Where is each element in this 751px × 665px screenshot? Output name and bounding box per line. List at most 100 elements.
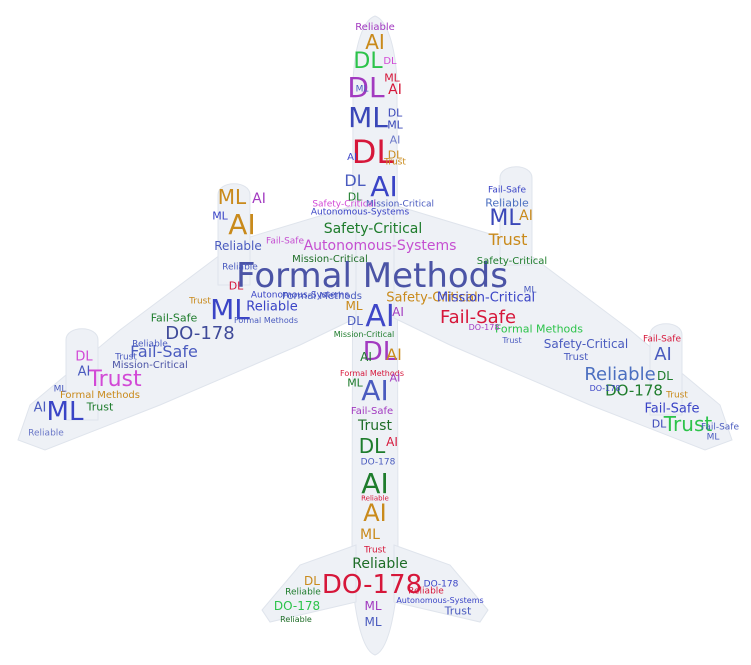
right-tailplane-shape [393, 544, 489, 623]
word-trust: Trust [189, 296, 211, 307]
word-ml: ML [212, 209, 228, 223]
word-ai: AI [389, 371, 401, 385]
word-dl: DL [228, 279, 244, 293]
word-ml: ML [348, 101, 388, 134]
word-reliable: Reliable [222, 262, 258, 273]
word-ml: ML [523, 285, 537, 296]
word-reliable: Reliable [246, 299, 298, 315]
word-trust: Trust [384, 157, 406, 168]
word-ai: AI [361, 374, 389, 407]
word-ai: AI [77, 364, 91, 380]
word-dl: DL [387, 148, 403, 162]
word-ai: AI [33, 400, 47, 416]
word-do-178: DO-178 [321, 570, 423, 600]
word-dl: DL [657, 369, 673, 383]
word-ai: AI [361, 467, 389, 500]
word-reliable: Reliable [285, 587, 321, 598]
word-ai: AI [360, 350, 372, 364]
left-tailplane-shape [261, 544, 357, 623]
word-formal-methods: Formal Methods [495, 322, 583, 336]
word-ml: ML [46, 397, 84, 427]
word-do-178: DO-178 [165, 323, 235, 344]
word-dl: DL [347, 314, 363, 328]
word-trust: Fail-Safe [642, 334, 682, 345]
word-ml: ML [384, 71, 400, 85]
word-fail-safe: Fail-Safe [439, 307, 517, 328]
word-safety-critical: Trust [563, 352, 589, 363]
word-ai: AI [519, 208, 533, 224]
word-safety-critical: Safety-Critical [543, 337, 629, 351]
word-do-178: ML [706, 432, 720, 443]
word-ml: ML [53, 384, 67, 395]
word-reliable: Reliable [280, 615, 312, 624]
word-mission-critical: Mission-Critical [365, 199, 435, 210]
word-do-178: Reliable [214, 239, 262, 253]
word-fail-safe: Fail-Safe [644, 401, 700, 417]
right-wing-shape [393, 204, 733, 451]
word-reliable: Trust [502, 336, 522, 345]
word-do-178: DO-178 [423, 579, 459, 590]
word-do-178: DO-178 [468, 323, 500, 332]
word-formal-methods: Formal Methods [282, 291, 362, 302]
word-fail-safe: Fail-Safe [265, 236, 305, 247]
word-ai: AI [386, 345, 402, 364]
word-ml: ML [345, 299, 363, 313]
word-ai: AI [363, 499, 387, 527]
right-engine-inner [499, 166, 533, 266]
word-reliable: Reliable [485, 196, 529, 210]
word-reliable: Reliable [408, 586, 444, 597]
word-trust: Trust [444, 604, 472, 618]
word-do-178: DO-178 [360, 457, 396, 468]
word-ai: AI [365, 30, 385, 54]
word-safety-critical: Safety-Critical [323, 221, 423, 237]
word-dl: DL [75, 349, 93, 365]
word-ai: AI [389, 133, 401, 147]
word-ml: ML [387, 118, 403, 132]
word-safety-critical: Reliable [361, 494, 389, 503]
word-ai: AI [386, 435, 398, 449]
word-do-178: DO-178 [605, 381, 663, 400]
word-mission-critical: Mission-Critical [436, 290, 536, 306]
word-ai: AI [228, 208, 256, 241]
word-dl: DL [362, 337, 398, 367]
word-ml: ML [364, 615, 382, 629]
word-dl: DL [387, 106, 403, 120]
word-reliable: Reliable [28, 428, 64, 439]
word-trust: Trust [663, 412, 713, 436]
word-mission-critical: Mission-Critical [292, 254, 368, 265]
word-do-178: DO-178 [273, 599, 321, 613]
word-ml: ML [364, 599, 382, 613]
word-ml: ML [360, 527, 380, 543]
word-safety-critical: Safety-Critical [312, 199, 376, 210]
word-ml: ML [347, 376, 363, 390]
fuselage-shape [351, 15, 399, 656]
word-ml: ML [355, 84, 369, 95]
word-dl: DL [358, 434, 386, 458]
word-fail-safe: Fail-Safe [150, 311, 198, 325]
word-ai: AI [347, 152, 357, 163]
right-engine-outer [649, 323, 683, 416]
word-ai: AI [392, 305, 404, 319]
word-ml: ML [217, 185, 247, 209]
word-autonomous-systems: Autonomous-Systems [310, 207, 410, 218]
word-trust: Trust [115, 352, 137, 363]
word-ml: ML [210, 293, 250, 326]
word-dl: DL [344, 171, 366, 190]
word-ml: ML [489, 206, 521, 231]
word-ai: AI [388, 82, 402, 98]
word-ai: AI [370, 170, 398, 203]
word-autonomous-systems: Autonomous-Systems [303, 238, 457, 254]
word-ai: AI [252, 191, 266, 207]
word-dl: Safety-Critical [386, 290, 478, 306]
word-fail-safe: Fail-Safe [487, 185, 527, 196]
word-ai: AI [654, 344, 672, 365]
word-fail-safe: Fail-Safe [350, 406, 394, 417]
word-trust: Trust [88, 367, 142, 392]
word-dl: DL [353, 49, 383, 74]
word-mission-critical: Trust [364, 545, 386, 556]
word-reliable: Reliable [132, 339, 168, 350]
word-ml: Fail-Safe [700, 422, 740, 433]
word-trust: Trust [666, 390, 688, 401]
